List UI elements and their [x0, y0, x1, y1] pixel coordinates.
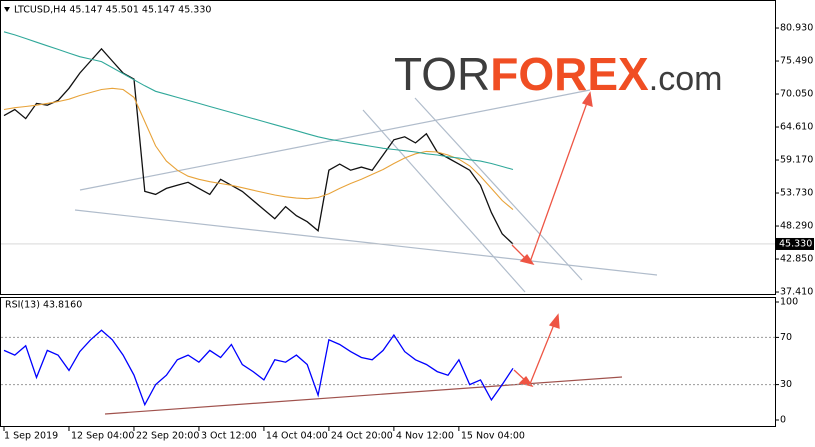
series-line — [3, 31, 514, 171]
y-tick-label: 42.850 — [780, 254, 813, 265]
x-tick-label: 4 Nov 12:00 — [396, 431, 454, 442]
y-tick-label: 48.290 — [780, 221, 813, 232]
series-line — [3, 87, 514, 211]
chart-title: LTCUSD,H4 45.147 45.501 45.147 45.330 — [14, 5, 211, 16]
arrow-head — [548, 313, 560, 329]
trend-line — [414, 97, 583, 281]
y-tick-label: 75.490 — [780, 56, 813, 67]
y-tick-label: 80.930 — [780, 23, 813, 34]
y-tick-label: 59.170 — [780, 155, 813, 166]
trend-line — [74, 209, 658, 276]
x-tick-label: 22 Sep 20:00 — [136, 431, 199, 442]
rsi-title: RSI(13) 43.8160 — [5, 300, 82, 311]
y-tick-label: 70.050 — [780, 89, 813, 100]
arrow — [529, 99, 589, 263]
watermark-part: FOREX — [490, 48, 649, 100]
price-panel-frame — [0, 0, 776, 295]
arrow-head — [519, 253, 535, 266]
x-tick-label: 3 Oct 12:00 — [201, 431, 257, 442]
watermark: TORFOREX.com — [394, 48, 722, 100]
watermark-part: TOR — [394, 48, 490, 100]
x-tick-label: 24 Oct 20:00 — [331, 431, 393, 442]
watermark-part: .com — [649, 60, 723, 98]
x-tick-label: 14 Oct 04:00 — [266, 431, 328, 442]
y-tick-label: 70 — [780, 332, 792, 343]
title-marker — [4, 7, 10, 12]
arrow — [529, 321, 556, 385]
y-tick-label: 30 — [780, 379, 792, 390]
series-line — [3, 329, 514, 407]
y-tick-label: 0 — [780, 415, 786, 426]
arrow-head — [581, 91, 593, 107]
trend-line — [362, 109, 526, 293]
series-line — [3, 47, 514, 245]
y-tick-label: 100 — [780, 297, 798, 308]
rsi-trend-line — [104, 376, 623, 415]
y-tick-label: 64.610 — [780, 122, 813, 133]
last-price-label: 45.330 — [779, 238, 812, 249]
x-tick-label: 1 Sep 2019 — [4, 431, 58, 442]
last-price-box — [776, 237, 814, 250]
x-tick-label: 15 Nov 04:00 — [461, 431, 525, 442]
rsi-panel-frame — [0, 297, 776, 427]
x-tick-label: 12 Sep 04:00 — [71, 431, 134, 442]
y-tick-label: 53.730 — [780, 188, 813, 199]
y-tick-label: 37.410 — [780, 287, 813, 298]
